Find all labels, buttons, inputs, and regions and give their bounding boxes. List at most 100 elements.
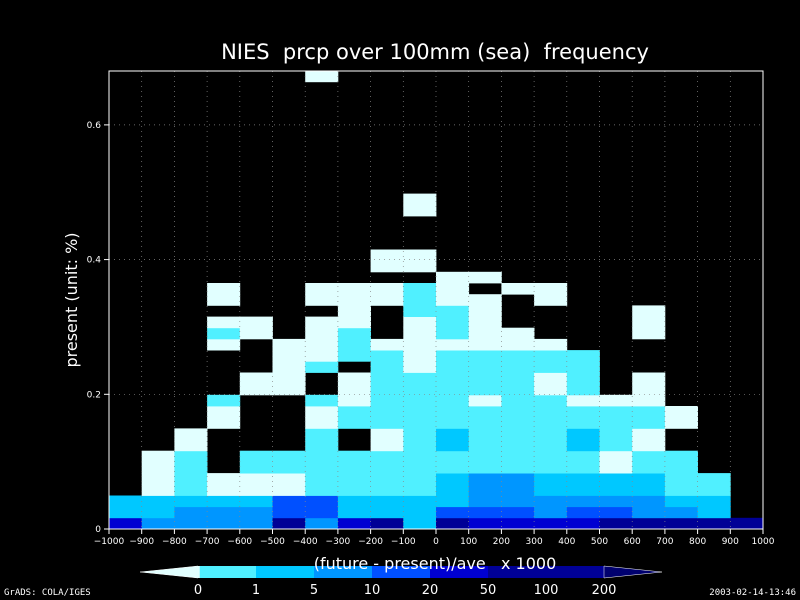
heatmap-cell	[468, 338, 502, 351]
heatmap-cell	[566, 450, 600, 463]
heatmap-cell	[664, 495, 698, 508]
heatmap-cell	[403, 461, 437, 474]
heatmap-cell	[370, 461, 404, 474]
heatmap-cell	[436, 394, 470, 407]
heatmap-cell	[664, 484, 698, 496]
heatmap-cell	[468, 327, 502, 340]
legend-label: 100	[534, 583, 559, 598]
heatmap-cell	[501, 361, 535, 373]
heatmap-cell	[305, 417, 339, 429]
heatmap-cell	[403, 394, 437, 407]
heatmap-cell	[534, 394, 568, 407]
heatmap-cell	[141, 506, 175, 519]
heatmap-cell	[337, 461, 371, 474]
heatmap-cell	[370, 473, 404, 485]
heatmap-cell	[566, 361, 600, 373]
heatmap-cell	[272, 361, 306, 373]
heatmap-cell	[632, 428, 666, 440]
heatmap-cell	[370, 406, 404, 418]
heatmap-cell	[534, 517, 568, 530]
heatmap-cell	[599, 484, 633, 496]
color-legend: 0 1 5 10 20 50 100 200	[139, 565, 663, 598]
heatmap-cell	[305, 350, 339, 362]
grid-lines	[109, 71, 763, 529]
heatmap-cell	[370, 484, 404, 496]
heatmap-cell	[239, 517, 273, 530]
heatmap-cell	[174, 450, 208, 463]
heatmap-cell	[337, 484, 371, 496]
heatmap-cell	[534, 383, 568, 396]
heatmap-cell	[599, 439, 633, 452]
heatmap-cell	[436, 283, 470, 295]
legend-label: 1	[252, 583, 260, 598]
heatmap-cell	[730, 517, 764, 530]
heatmap-cell	[272, 461, 306, 474]
heatmap-cell	[534, 506, 568, 519]
heatmap-cell	[501, 450, 535, 463]
x-tick-label: −100	[391, 537, 416, 547]
heatmap-cell	[436, 428, 470, 440]
heatmap-cell	[305, 338, 339, 351]
heatmap-cell	[436, 372, 470, 385]
heatmap-cell	[534, 439, 568, 452]
heatmap-cell	[305, 361, 339, 373]
heatmap-cell	[632, 417, 666, 429]
heatmap-cell	[403, 428, 437, 440]
legend-swatch	[196, 566, 200, 578]
heatmap-cell	[566, 484, 600, 496]
heatmap-cell	[337, 495, 371, 508]
heatmap-cell	[436, 517, 470, 530]
heatmap-cell	[305, 450, 339, 463]
heatmap-cell	[436, 450, 470, 463]
heatmap-cell	[501, 461, 535, 474]
heatmap-cell	[337, 394, 371, 407]
heatmap-cell	[534, 417, 568, 429]
heatmap-cell	[468, 428, 502, 440]
heatmap-cell	[534, 372, 568, 385]
legend-label: 5	[310, 583, 318, 598]
heatmap-cell	[501, 439, 535, 452]
heatmap-cell	[664, 473, 698, 485]
heatmap-cell	[403, 473, 437, 485]
heatmap-cell	[599, 406, 633, 418]
heatmap-cell	[664, 461, 698, 474]
heatmap-cell	[370, 283, 404, 295]
heatmap-cell	[272, 450, 306, 463]
heatmap-cell	[566, 439, 600, 452]
heatmap-cell	[664, 406, 698, 418]
heatmap-cell	[174, 484, 208, 496]
heatmap-cell	[566, 461, 600, 474]
heatmap-cell	[632, 327, 666, 340]
heatmap-cell	[436, 406, 470, 418]
heatmap-cell	[272, 372, 306, 385]
legend-label: 0	[194, 583, 202, 598]
heatmap-cell	[370, 428, 404, 440]
heatmap-cell	[632, 394, 666, 407]
heatmap-cell	[337, 450, 371, 463]
heatmap-cell	[305, 461, 339, 474]
heatmap-cell	[403, 506, 437, 519]
x-tick-label: 700	[656, 537, 673, 547]
heatmap-cells	[109, 70, 764, 530]
heatmap-cell	[436, 484, 470, 496]
heatmap-cell	[599, 506, 633, 519]
x-tick-label: 900	[722, 537, 739, 547]
heatmap-cell	[207, 394, 241, 407]
x-tick-label: −200	[358, 537, 383, 547]
heatmap-cell	[370, 439, 404, 452]
heatmap-cell	[403, 204, 437, 217]
heatmap-cell	[664, 417, 698, 429]
heatmap-cell	[501, 517, 535, 530]
heatmap-cell	[272, 484, 306, 496]
heatmap-cell	[436, 506, 470, 519]
heatmap-cell	[370, 338, 404, 351]
heatmap-cell	[141, 495, 175, 508]
heatmap-cell	[141, 461, 175, 474]
heatmap-cell	[664, 506, 698, 519]
heatmap-cell	[468, 350, 502, 362]
heatmap-cell	[534, 450, 568, 463]
x-tick-label: 0	[433, 537, 439, 547]
heatmap-cell	[337, 327, 371, 340]
heatmap-cell	[207, 417, 241, 429]
